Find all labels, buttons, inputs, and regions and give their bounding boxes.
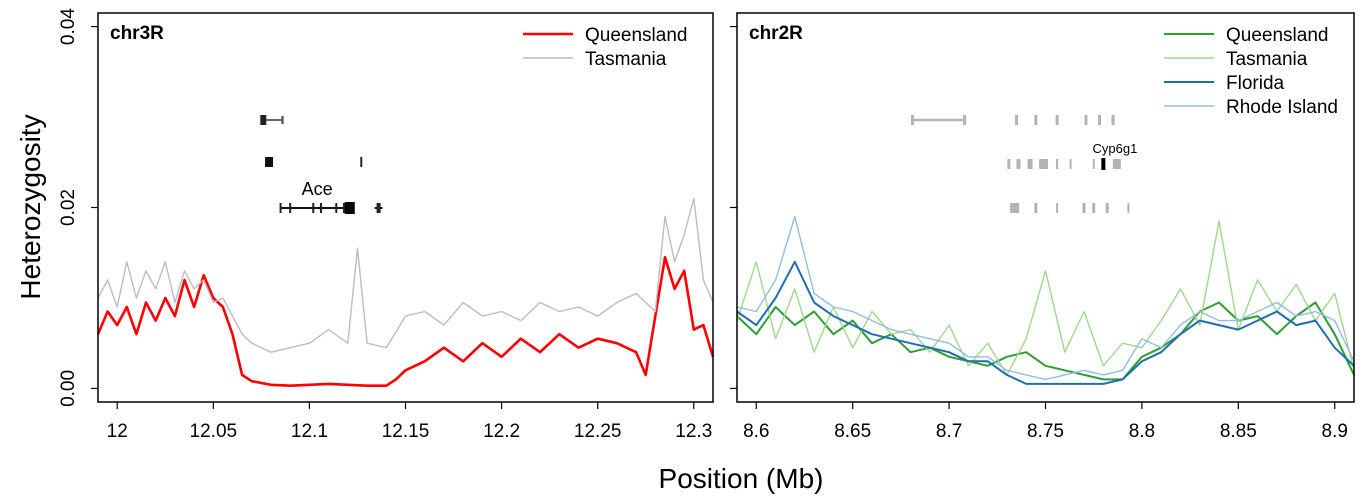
x-tick-label: 8.8 — [1129, 421, 1155, 442]
legend-label: Tasmania — [585, 49, 667, 70]
gene-exon — [312, 203, 315, 213]
gene-label-cyp6g1: Cyp6g1 — [1093, 141, 1138, 156]
legend-label: Queensland — [585, 25, 687, 46]
legend-label: Queensland — [1226, 25, 1328, 46]
y-tick-label: 0.04 — [58, 8, 79, 45]
x-tick-label: 8.65 — [834, 421, 871, 442]
series-line-tasmania — [97, 197, 714, 353]
gene-exon — [1056, 203, 1059, 213]
gene-exon — [279, 203, 282, 213]
x-tick-label: 8.9 — [1322, 421, 1348, 442]
y-axis-label: Heterozygosity — [15, 114, 46, 299]
gene-exon — [1034, 203, 1038, 213]
y-tick-label: 0.02 — [58, 189, 79, 226]
gene-exon — [1092, 159, 1095, 169]
gene-exon — [1010, 203, 1020, 213]
legend-label: Tasmania — [1226, 49, 1308, 70]
gene-exon — [1015, 115, 1019, 125]
gene-exon — [910, 115, 914, 125]
gene-exon — [360, 157, 363, 167]
gene-exon — [1112, 159, 1121, 169]
gene-exon — [1039, 159, 1049, 169]
x-tick-label: 8.75 — [1027, 421, 1064, 442]
gene-exon — [260, 115, 267, 125]
x-tick-label: 12.1 — [291, 421, 328, 442]
x-tick-label: 8.6 — [743, 421, 769, 442]
panel-chr3R: chr3R 12 12.05 12.1 12.15 12.2 12.25 12.3 0.00 0.… — [58, 8, 715, 442]
gene-exon — [1105, 203, 1109, 213]
gene-exon — [1007, 159, 1011, 169]
y-tick-label: 0.00 — [58, 370, 79, 407]
gene-exon — [1034, 115, 1038, 125]
x-tick-label: 12.3 — [675, 421, 712, 442]
legend-label: Rhode Island — [1226, 97, 1338, 118]
gene-exon — [281, 116, 284, 124]
series-line-florida — [736, 260, 1355, 385]
gene-exon — [1055, 115, 1059, 125]
gene-exon — [376, 203, 381, 213]
plot-frame — [736, 12, 1355, 403]
series-line-tasmania — [736, 220, 1355, 376]
gene-exon — [1016, 159, 1021, 169]
gene-exon — [1056, 159, 1059, 169]
gene-exon — [1097, 115, 1101, 125]
x-tick-label: 12.05 — [190, 421, 238, 442]
panel-chr2R: chr2R 8.6 8.65 8.7 8.75 8.8 8.85 8.9 Queensland T… — [730, 12, 1355, 442]
gene-exon — [265, 157, 274, 167]
gene-exon — [1111, 115, 1115, 125]
gene-exon — [1084, 115, 1088, 125]
x-tick-label: 12.2 — [483, 421, 520, 442]
gene-exon — [319, 203, 322, 213]
gene-exon — [344, 202, 355, 214]
gene-label-ace: Ace — [302, 179, 333, 199]
gene-exon — [1092, 203, 1096, 213]
x-tick-label: 12.25 — [574, 421, 622, 442]
gene-exon — [963, 115, 967, 125]
gene-exon — [1027, 159, 1033, 169]
x-tick-label: 8.85 — [1220, 421, 1257, 442]
series-line-queensland — [96, 256, 715, 387]
x-tick-label: 12.15 — [382, 421, 430, 442]
x-tick-label: 12 — [107, 421, 128, 442]
gene-exon — [1127, 203, 1130, 213]
gene-exon — [1101, 158, 1106, 170]
gene-exon — [343, 203, 345, 213]
gene-exon — [335, 203, 338, 213]
gene-exon — [1069, 159, 1072, 169]
series-line-rhode-island — [736, 215, 1355, 381]
x-axis-label: Position (Mb) — [659, 463, 824, 494]
series-line-queensland — [736, 301, 1355, 381]
legend-label: Florida — [1226, 73, 1285, 94]
gene-exon — [289, 203, 292, 213]
x-tick-label: 8.7 — [936, 421, 962, 442]
panel-title: chr3R — [110, 23, 164, 44]
panel-title: chr2R — [749, 23, 803, 44]
gene-exon — [1082, 203, 1086, 213]
